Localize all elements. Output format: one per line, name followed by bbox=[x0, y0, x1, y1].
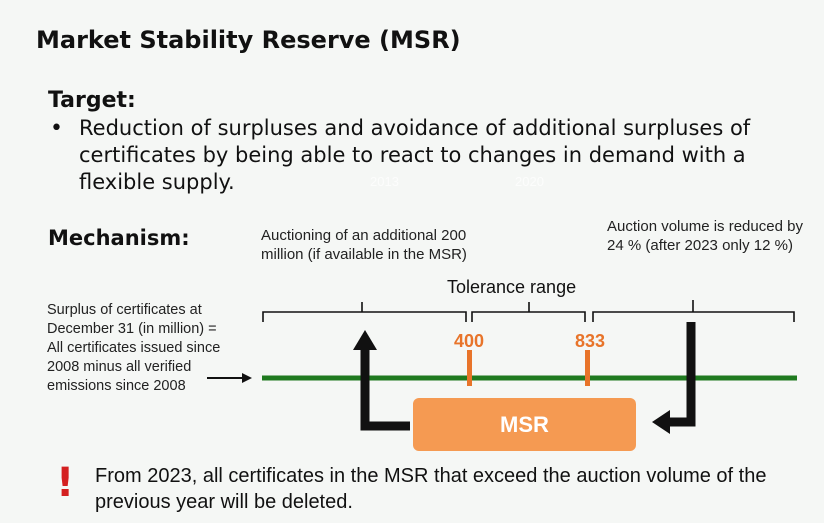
intake-arrow bbox=[668, 322, 696, 427]
target-heading: Target: bbox=[48, 88, 136, 113]
threshold-833-marker bbox=[585, 350, 590, 386]
intake-arrow-head bbox=[652, 410, 670, 434]
tolerance-brace bbox=[471, 302, 586, 322]
left-brace bbox=[262, 302, 467, 322]
msr-label: MSR bbox=[500, 411, 549, 437]
additional-auctioning-note: Auctioning of an additional 200 million … bbox=[261, 227, 467, 263]
target-description: Reduction of surpluses and avoidance of … bbox=[79, 116, 751, 194]
surplus-definition-note: Surplus of certificates at December 31 (… bbox=[47, 302, 221, 394]
exclamation-icon: ! bbox=[56, 460, 75, 506]
deletion-rule-note: From 2023, all certificates in the MSR t… bbox=[95, 465, 767, 513]
threshold-400-label: 400 bbox=[454, 331, 485, 351]
release-arrow-head bbox=[353, 330, 377, 350]
bullet-marker: • bbox=[50, 116, 63, 141]
page-title: Market Stability Reserve (MSR) bbox=[36, 26, 461, 54]
release-arrow bbox=[360, 348, 410, 431]
msr-box: MSR bbox=[413, 398, 636, 451]
mechanism-heading: Mechanism: bbox=[48, 226, 190, 250]
faint-year-right: 2020 bbox=[515, 174, 544, 189]
threshold-833-label: 833 bbox=[575, 331, 606, 351]
faint-year-left: 2013 bbox=[370, 174, 399, 189]
threshold-400-marker bbox=[467, 350, 472, 386]
right-brace bbox=[592, 300, 795, 322]
surplus-arrow-head bbox=[242, 373, 252, 383]
tolerance-range-label: Tolerance range bbox=[447, 277, 577, 297]
reduced-auction-note: Auction volume is reduced by 24 % (after… bbox=[607, 218, 803, 254]
